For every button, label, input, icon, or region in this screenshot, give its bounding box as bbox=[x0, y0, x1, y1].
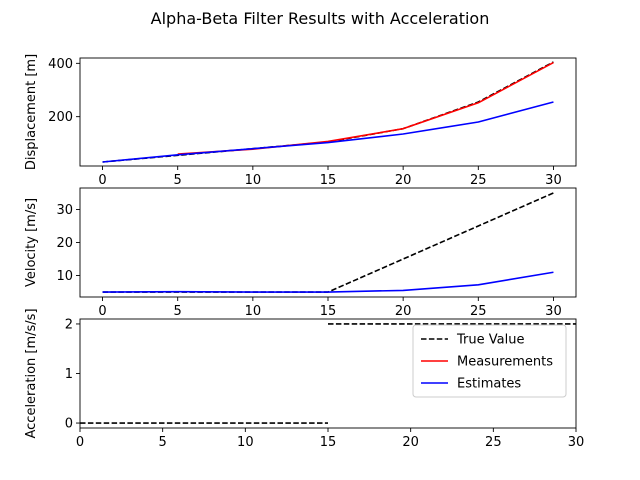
x-tick-label: 5 bbox=[159, 435, 167, 450]
x-tick-label: 5 bbox=[174, 173, 182, 188]
y-tick-label: 20 bbox=[56, 236, 73, 251]
y-tick-label: 400 bbox=[48, 57, 73, 72]
x-tick-label: 20 bbox=[402, 435, 419, 450]
y-tick-label: 30 bbox=[56, 203, 73, 218]
subplot-3: 0 5 10 15 20 25 30 0 1 2 Acceleration [m/s/s] True … bbox=[24, 308, 584, 450]
x-tick-label: 15 bbox=[320, 435, 337, 450]
x-tick-label: 0 bbox=[76, 435, 84, 450]
legend: True Value Measurements Estimates bbox=[412, 324, 567, 398]
x-tick-label: 15 bbox=[320, 173, 337, 188]
series-group bbox=[102, 61, 554, 163]
series-group bbox=[102, 192, 554, 293]
y-tick-label: 200 bbox=[48, 110, 73, 125]
chart-title: Alpha-Beta Filter Results with Accelerat… bbox=[151, 9, 490, 28]
x-tick-label: 0 bbox=[98, 173, 106, 188]
legend-box bbox=[412, 324, 567, 398]
x-tick-label: 0 bbox=[98, 304, 106, 319]
x-tick-label: 10 bbox=[245, 173, 262, 188]
legend-label: Estimates bbox=[457, 377, 521, 392]
x-tick-label: 25 bbox=[470, 304, 487, 319]
y-tick-label: 0 bbox=[65, 417, 73, 432]
y-axis-label: Velocity [m/s] bbox=[24, 198, 39, 287]
y-tick-label: 10 bbox=[56, 269, 73, 284]
legend-label: True Value bbox=[456, 333, 524, 348]
series-line-true-value bbox=[102, 61, 554, 163]
x-tick-label: 10 bbox=[237, 435, 254, 450]
subplot-2: 0 5 10 15 20 25 30 10 20 30 Velocity [m/s] bbox=[24, 187, 577, 319]
legend-label: Measurements bbox=[457, 355, 553, 370]
axes-frame bbox=[79, 57, 577, 167]
x-tick-label: 15 bbox=[320, 304, 337, 319]
y-tick-label: 1 bbox=[65, 367, 73, 382]
y-axis-label: Displacement [m] bbox=[24, 54, 39, 170]
x-tick-label: 30 bbox=[545, 173, 562, 188]
series-line-true-value bbox=[102, 192, 554, 293]
x-tick-label: 10 bbox=[245, 304, 262, 319]
series-line-estimates bbox=[102, 271, 554, 293]
x-tick-label: 30 bbox=[568, 435, 585, 450]
series-group bbox=[80, 323, 576, 424]
series-line-measurements bbox=[177, 61, 554, 155]
x-tick-label: 25 bbox=[470, 173, 487, 188]
x-tick-label: 25 bbox=[485, 435, 502, 450]
series-line-estimates bbox=[102, 101, 554, 163]
x-tick-label: 5 bbox=[174, 304, 182, 319]
x-tick-label: 20 bbox=[395, 304, 412, 319]
y-axis-label: Acceleration [m/s/s] bbox=[24, 308, 39, 438]
subplot-1: 0 5 10 15 20 25 30 200 400 Displacement [m] bbox=[24, 54, 577, 188]
x-tick-label: 30 bbox=[545, 304, 562, 319]
y-tick-label: 2 bbox=[65, 317, 73, 332]
x-tick-label: 20 bbox=[395, 173, 412, 188]
